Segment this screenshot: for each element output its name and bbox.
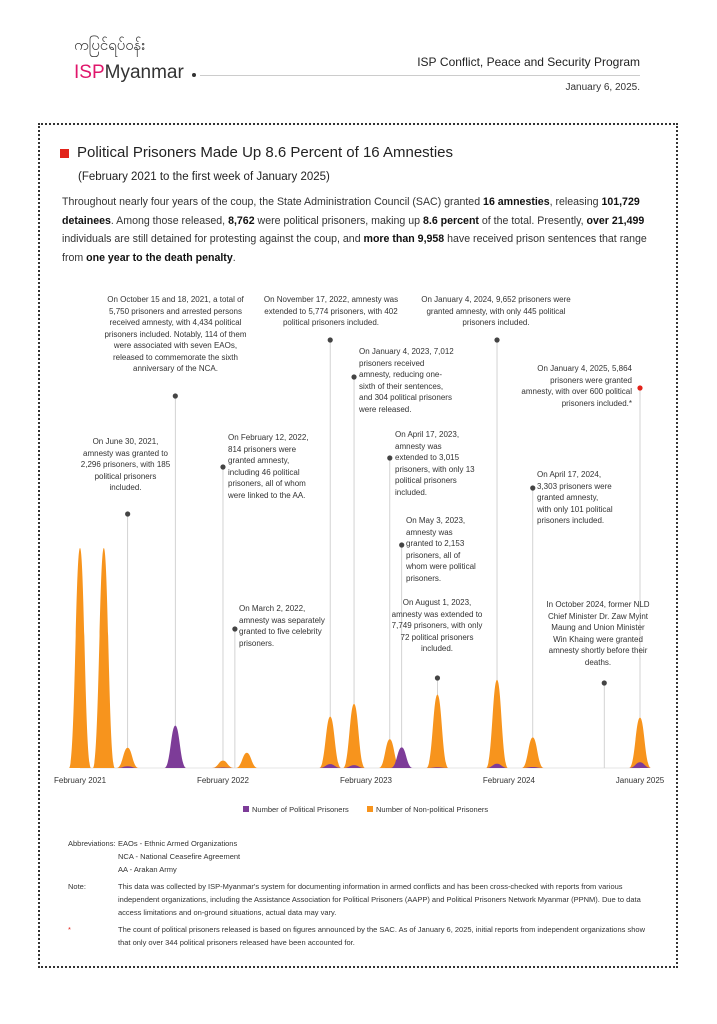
legend-swatch bbox=[243, 806, 249, 812]
annotation-dot bbox=[125, 511, 131, 517]
intro-bold: 8,762 bbox=[228, 214, 255, 227]
note-label: Note: bbox=[68, 882, 86, 891]
legend-swatch bbox=[367, 806, 373, 812]
note: This data was collected by ISP-Myanmar's… bbox=[118, 882, 641, 917]
area-peak bbox=[343, 703, 366, 768]
program-name: Conflict, Peace and Security Program bbox=[439, 55, 640, 69]
annotation: On April 17, 2024, 3,303 prisoners were … bbox=[537, 470, 613, 525]
intro-bold: 16 amnesties bbox=[483, 196, 550, 208]
annotation-dot bbox=[637, 385, 643, 391]
x-tick-label: January 2025 bbox=[616, 776, 665, 785]
x-tick-label: February 2024 bbox=[483, 776, 536, 785]
annotation: On October 15 and 18, 2021, a total of 5… bbox=[104, 295, 247, 373]
annotation-dot bbox=[530, 485, 536, 491]
intro-text: have received prison sentences that rang… bbox=[62, 233, 647, 264]
intro-text: Throughout nearly four years of the coup… bbox=[62, 196, 484, 208]
intro-text: of the total. Presently, bbox=[478, 214, 587, 227]
intro-bold: over 21,499 bbox=[586, 214, 645, 227]
annotation: On June 30, 2021, amnesty was granted to… bbox=[80, 437, 171, 492]
x-tick-label: February 2023 bbox=[340, 776, 393, 785]
header-date: January 6, 2025. bbox=[565, 82, 641, 93]
annotation-dot bbox=[387, 455, 393, 461]
annotation-dot bbox=[172, 393, 178, 399]
annotation: On May 3, 2023, amnesty was granted to 2… bbox=[406, 516, 476, 583]
annotation-dot bbox=[351, 374, 357, 380]
intro-bold: more than 9,958 bbox=[363, 233, 445, 245]
annotation-dot bbox=[220, 464, 226, 470]
area-peak bbox=[521, 737, 544, 768]
area-peak bbox=[378, 739, 401, 768]
program: ISP Conflict, Peace and Security Program bbox=[417, 55, 640, 69]
logo-name: Myanmar bbox=[104, 62, 184, 83]
abbr-item: EAOs - Ethnic Armed Organizations bbox=[118, 839, 238, 848]
annotation: On August 1, 2023, amnesty was extended … bbox=[391, 598, 483, 653]
area-peak bbox=[390, 747, 413, 768]
intro-bold: 101,729 detainees bbox=[62, 196, 640, 227]
annotation-dot bbox=[232, 626, 238, 632]
area-peak bbox=[211, 760, 234, 768]
area-peak bbox=[319, 716, 342, 768]
annotation: On January 4, 2024, 9,652 prisoners were… bbox=[421, 295, 571, 327]
intro-text: individuals are still detained for prote… bbox=[62, 233, 364, 245]
annotation-dot bbox=[399, 542, 405, 548]
annotation-dot bbox=[434, 675, 441, 681]
content-frame bbox=[38, 123, 678, 968]
intro: Throughout nearly four years of the coup… bbox=[62, 193, 660, 267]
annotation: On February 12, 2022, 814 prisoners were… bbox=[228, 433, 309, 500]
area-peak bbox=[629, 717, 651, 768]
logo-dot bbox=[192, 73, 196, 77]
area-peak bbox=[116, 747, 139, 768]
intro-text: were political prisoners, making up bbox=[254, 214, 423, 227]
annotation-dot bbox=[494, 337, 500, 343]
area-peak bbox=[92, 548, 115, 768]
legend-label: Number of Non-political Prisoners bbox=[376, 805, 488, 814]
intro-text: , releasing bbox=[549, 196, 602, 208]
intro-text: . bbox=[232, 251, 236, 264]
logo-isp: ISP bbox=[74, 62, 105, 83]
title-marker bbox=[60, 149, 69, 158]
area-peak bbox=[116, 766, 139, 768]
intro-bold: one year to the death penalty bbox=[86, 251, 233, 264]
asterisk-label: * bbox=[68, 925, 71, 934]
area-peak bbox=[521, 767, 544, 768]
logo: ISPMyanmar bbox=[74, 62, 184, 84]
area-peak bbox=[164, 725, 187, 768]
annotation: On January 4, 2023, 7,012 prisoners rece… bbox=[359, 347, 454, 414]
area-peak bbox=[426, 767, 449, 768]
abbr-label: Abbreviations: bbox=[68, 839, 116, 848]
annotation: On November 17, 2022, amnesty was extend… bbox=[263, 295, 399, 327]
area-peak bbox=[486, 679, 509, 768]
area-peak bbox=[486, 763, 509, 768]
asterisk-note: The count of political prisoners release… bbox=[118, 925, 645, 947]
area-peak bbox=[629, 762, 651, 768]
annotation-dot bbox=[327, 337, 333, 343]
program-prefix: ISP bbox=[417, 55, 437, 69]
intro-text: . Among those released, bbox=[110, 214, 229, 227]
x-tick-label: February 2022 bbox=[197, 776, 250, 785]
abbr-item: AA - Arakan Army bbox=[118, 865, 177, 874]
annotation: On March 2, 2022, amnesty was separately… bbox=[239, 604, 325, 648]
annotation: On April 17, 2023, amnesty was extended … bbox=[395, 430, 475, 497]
area-peak bbox=[426, 694, 449, 768]
logo-script: ကပြင်ရပ်ဝန်း bbox=[74, 37, 146, 54]
header-rule bbox=[200, 75, 640, 76]
area-peak bbox=[343, 765, 366, 768]
area-peak bbox=[235, 752, 258, 768]
title: Political Prisoners Made Up 8.6 Percent … bbox=[77, 144, 454, 161]
area-peak bbox=[69, 548, 91, 768]
annotation-dot bbox=[601, 680, 607, 686]
abbr-item: NCA - National Ceasefire Agreement bbox=[118, 852, 241, 861]
annotation: On January 4, 2025, 5,864 prisoners were… bbox=[521, 364, 632, 408]
area-peak bbox=[319, 764, 342, 768]
annotation: In October 2024, former NLD Chief Minist… bbox=[546, 600, 650, 667]
x-tick-label: February 2021 bbox=[54, 776, 107, 785]
legend-label: Number of Political Prisoners bbox=[252, 805, 349, 814]
intro-bold: 8.6 percent bbox=[423, 214, 479, 227]
abbr-list: EAOs - Ethnic Armed Organizations NCA - N… bbox=[118, 837, 240, 876]
subtitle: (February 2021 to the first week of Janu… bbox=[78, 171, 330, 183]
